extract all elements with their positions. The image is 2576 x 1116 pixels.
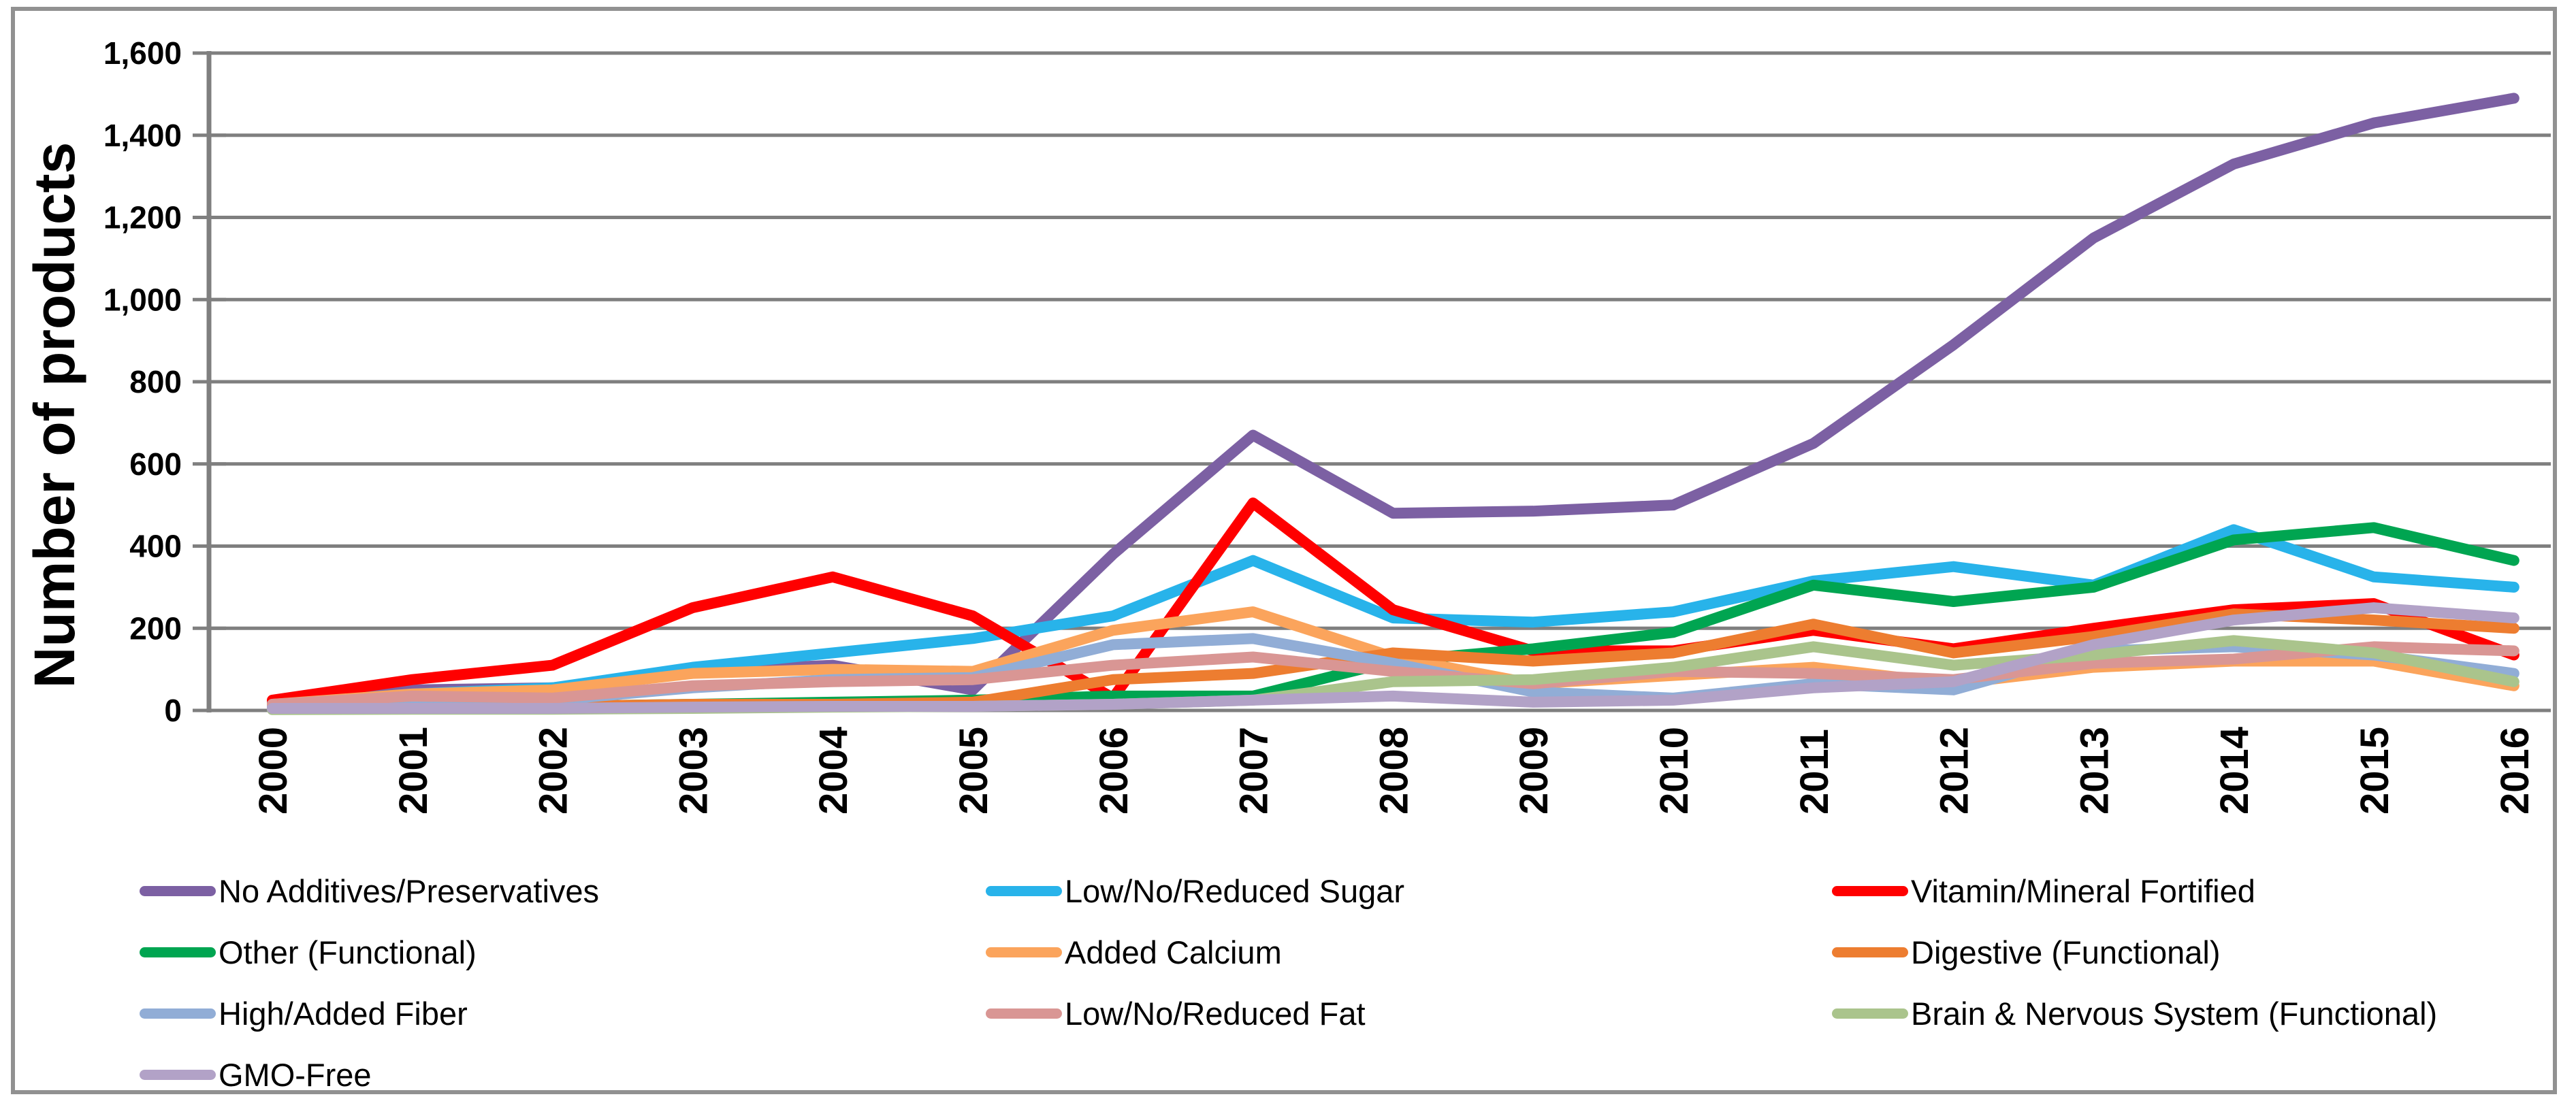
x-tick-label: 2010 xyxy=(1652,727,1696,815)
legend-item-label: High/Added Fiber xyxy=(219,995,468,1032)
x-tick-label: 2006 xyxy=(1092,727,1136,815)
series-line-gmo-free xyxy=(267,602,2519,714)
x-tick-label: 2003 xyxy=(671,727,715,815)
legend-swatch-icon xyxy=(986,947,1062,957)
x-tick-label: 2013 xyxy=(2072,727,2116,815)
legend-item: Low/No/Reduced Sugar xyxy=(986,868,1832,913)
legend-item: Brain & Nervous System (Functional) xyxy=(1832,991,2576,1036)
legend-item: No Additives/Preservatives xyxy=(140,868,986,913)
legend-item-label: Vitamin/Mineral Fortified xyxy=(1911,872,2255,909)
legend-item: GMO-Free xyxy=(140,1052,986,1097)
legend-swatch-icon xyxy=(1832,1008,1908,1019)
legend-swatch-icon xyxy=(140,947,216,957)
y-tick-label: 1,400 xyxy=(103,118,182,153)
x-tick-label: 2002 xyxy=(532,727,576,815)
y-tick-label: 600 xyxy=(129,446,182,482)
x-tick-label: 2007 xyxy=(1232,727,1276,815)
legend-swatch-icon xyxy=(140,885,216,896)
legend-item-label: Low/No/Reduced Sugar xyxy=(1065,872,1405,909)
legend-item-label: GMO-Free xyxy=(219,1056,372,1093)
x-tick-label: 2005 xyxy=(952,727,996,815)
y-tick-label: 1,200 xyxy=(103,200,182,235)
y-tick-label: 800 xyxy=(129,364,182,399)
series-line-low-no-reduced-fat xyxy=(267,641,2519,710)
x-tick-label: 2009 xyxy=(1512,727,1556,815)
series-line-vitamin-mineral-fortified xyxy=(267,497,2519,706)
y-tick-label: 1,600 xyxy=(103,35,182,71)
legend-item: Low/No/Reduced Fat xyxy=(986,991,1832,1036)
y-axis-title: Number of products xyxy=(22,142,86,689)
x-tick-label: 2012 xyxy=(1933,727,1977,815)
x-tick-label: 2001 xyxy=(391,727,436,815)
legend-swatch-icon xyxy=(986,885,1062,896)
x-tick-label: 2004 xyxy=(811,727,856,815)
legend-item-label: Low/No/Reduced Fat xyxy=(1065,995,1366,1032)
y-tick-label: 0 xyxy=(164,693,182,728)
legend-item: Other (Functional) xyxy=(140,930,986,974)
legend: No Additives/Preservatives Low/No/Reduced… xyxy=(140,868,2576,1097)
x-tick-label: 2011 xyxy=(1792,729,1837,815)
x-tick-label: 2014 xyxy=(2212,727,2257,815)
legend-swatch-icon xyxy=(1832,885,1908,896)
x-tick-label: 2016 xyxy=(2493,727,2537,815)
x-tick-label: 2015 xyxy=(2353,727,2397,815)
legend-swatch-icon xyxy=(140,1008,216,1019)
y-tick-label: 400 xyxy=(129,529,182,564)
x-tick-label: 2008 xyxy=(1372,727,1416,815)
legend-item-label: Digestive (Functional) xyxy=(1911,934,2221,970)
x-tick-label: 2000 xyxy=(251,727,295,815)
legend-item: High/Added Fiber xyxy=(140,991,986,1036)
legend-swatch-icon xyxy=(140,1069,216,1080)
legend-item-label: Added Calcium xyxy=(1065,934,1282,970)
legend-item: Vitamin/Mineral Fortified xyxy=(1832,868,2576,913)
legend-item-label: No Additives/Preservatives xyxy=(219,872,600,909)
legend-item-label: Other (Functional) xyxy=(219,934,477,970)
y-tick-label: 200 xyxy=(129,610,182,646)
y-tick-label: 1,000 xyxy=(103,282,182,317)
legend-item: Added Calcium xyxy=(986,930,1832,974)
legend-swatch-icon xyxy=(986,1008,1062,1019)
legend-item-label: Brain & Nervous System (Functional) xyxy=(1911,995,2438,1032)
legend-item: Digestive (Functional) xyxy=(1832,930,2576,974)
legend-swatch-icon xyxy=(1832,947,1908,957)
